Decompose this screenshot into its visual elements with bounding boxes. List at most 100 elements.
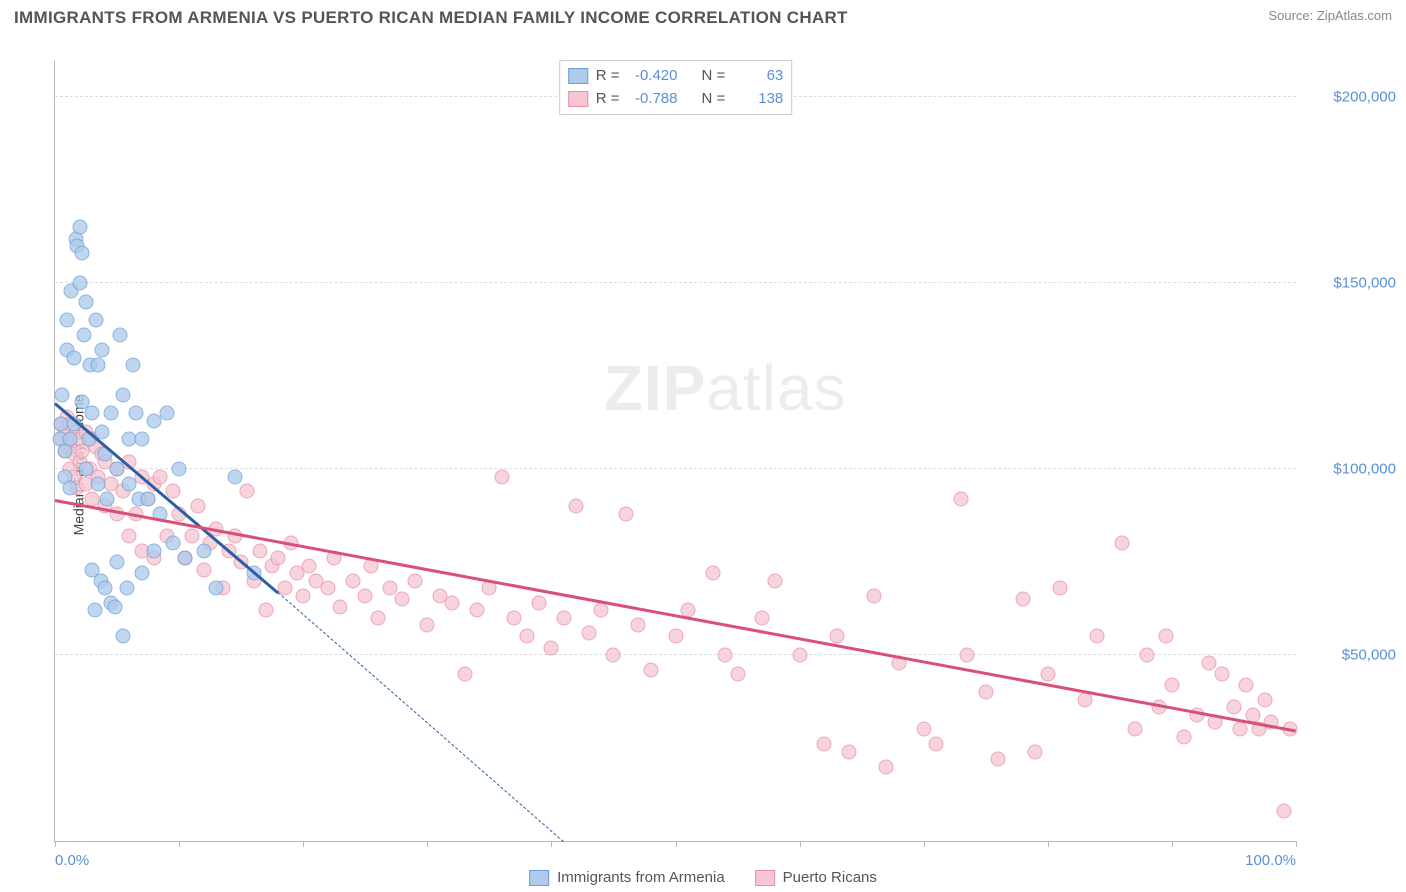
data-point [128,406,143,421]
x-tick [800,841,801,847]
chart-title: IMMIGRANTS FROM ARMENIA VS PUERTO RICAN … [14,8,848,28]
data-point [569,499,584,514]
data-point [519,629,534,644]
legend-item-armenia: Immigrants from Armenia [529,869,725,886]
x-tick-label: 0.0% [55,852,89,869]
r-value-armenia: -0.420 [628,65,678,88]
data-point [420,618,435,633]
swatch-armenia [568,68,588,84]
data-point [110,555,125,570]
r-value-puerto-rican: -0.788 [628,88,678,111]
legend-swatch-armenia [529,870,549,886]
data-point [252,543,267,558]
data-point [72,276,87,291]
data-point [978,685,993,700]
data-point [55,387,70,402]
data-point [1053,581,1068,596]
x-tick [676,841,677,847]
x-tick [924,841,925,847]
x-tick [303,841,304,847]
data-point [879,759,894,774]
legend-label-armenia: Immigrants from Armenia [557,869,725,886]
gridline: $150,000 [55,282,1296,283]
data-point [240,484,255,499]
data-point [85,406,100,421]
data-point [88,313,103,328]
data-point [91,476,106,491]
data-point [383,581,398,596]
data-point [1276,804,1291,819]
data-point [159,406,174,421]
data-point [75,246,90,261]
data-point [62,480,77,495]
data-point [196,543,211,558]
plot-area: ZIPatlas R = -0.420 N = 63 R = -0.788 N … [54,60,1296,842]
x-tick [179,841,180,847]
x-tick [1296,841,1297,847]
data-point [190,499,205,514]
data-point [395,592,410,607]
data-point [817,737,832,752]
data-point [122,476,137,491]
data-point [196,562,211,577]
data-point [1257,692,1272,707]
data-point [91,357,106,372]
data-point [358,588,373,603]
x-tick [551,841,552,847]
data-point [631,618,646,633]
x-tick [55,841,56,847]
data-point [296,588,311,603]
data-point [581,625,596,640]
data-point [1239,677,1254,692]
data-point [95,343,110,358]
data-point [79,294,94,309]
data-point [116,629,131,644]
data-point [1028,744,1043,759]
data-point [116,387,131,402]
data-point [469,603,484,618]
data-point [1164,677,1179,692]
data-point [60,313,75,328]
watermark: ZIPatlas [604,351,847,425]
data-point [916,722,931,737]
x-tick [427,841,428,847]
data-point [147,543,162,558]
y-tick-label: $200,000 [1306,89,1396,106]
data-point [457,666,472,681]
stats-row-puerto-rican: R = -0.788 N = 138 [568,88,784,111]
data-point [842,744,857,759]
data-point [960,648,975,663]
data-point [1015,592,1030,607]
data-point [407,573,422,588]
data-point [62,432,77,447]
data-point [1158,629,1173,644]
data-point [556,610,571,625]
data-point [321,581,336,596]
data-point [544,640,559,655]
data-point [1177,729,1192,744]
data-point [494,469,509,484]
data-point [606,648,621,663]
data-point [126,357,141,372]
data-point [867,588,882,603]
x-tick-label: 100.0% [1245,852,1296,869]
gridline: $100,000 [55,468,1296,469]
data-point [110,462,125,477]
data-point [1127,722,1142,737]
n-value-puerto-rican: 138 [733,88,783,111]
source-attribution: Source: ZipAtlas.com [1268,8,1392,23]
y-tick-label: $100,000 [1306,461,1396,478]
n-value-armenia: 63 [733,65,783,88]
data-point [1115,536,1130,551]
source-link[interactable]: ZipAtlas.com [1317,8,1392,23]
data-point [1233,722,1248,737]
data-point [1040,666,1055,681]
data-point [141,491,156,506]
data-point [209,581,224,596]
data-point [1140,648,1155,663]
trend-line [55,499,1296,732]
y-tick-label: $150,000 [1306,275,1396,292]
data-point [302,558,317,573]
data-point [991,752,1006,767]
data-point [755,610,770,625]
